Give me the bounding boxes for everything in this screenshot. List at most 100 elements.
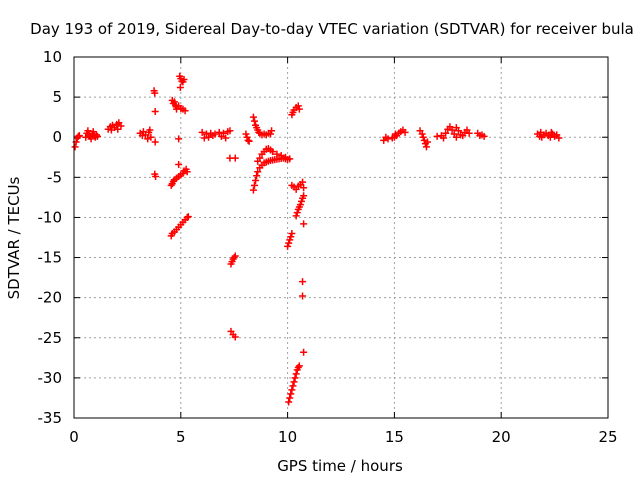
data-point [200,134,208,142]
data-point [253,172,261,180]
data-point [84,127,92,135]
data-point [448,126,456,134]
data-point [175,160,183,168]
data-point [107,126,115,134]
data-point [181,107,189,115]
data-point [268,127,276,135]
plot-frame [73,56,609,419]
data-point [217,132,225,140]
data-point [391,130,399,138]
y-tick-labels: 10 5 0 -5 -10 -15 -20 -25 -30 -35 [38,48,63,427]
data-point [295,362,303,370]
data-point [292,212,300,220]
data-point [480,132,488,140]
data-point [547,128,555,136]
data-point [231,333,239,341]
data-point [284,242,292,250]
data-point [293,209,301,217]
data-point [170,98,178,106]
y-tick-label: -30 [38,369,63,387]
y-tick-label: 5 [52,88,62,106]
data-point [288,386,296,394]
y-tick-label: -20 [38,289,63,307]
data-point [146,126,154,134]
data-point [555,134,563,142]
data-point [295,105,303,113]
data-point [299,278,307,286]
data-point [183,168,191,176]
data-point [452,133,460,141]
data-point [269,148,277,156]
data-point [296,201,304,209]
data-point [211,130,219,138]
data-point [294,102,302,110]
data-point [175,135,183,143]
data-point [252,177,260,185]
data-point [297,197,305,205]
data-point [89,128,97,136]
data-point [226,127,234,135]
data-point [152,173,160,181]
y-tick-label: 10 [43,48,62,66]
data-point [184,213,192,221]
data-point [147,133,155,141]
data-point [290,378,298,386]
data-point [300,220,308,228]
x-tick-label: 25 [598,428,617,446]
data-point [281,153,289,161]
data-point [287,233,295,241]
data-point [267,130,275,138]
data-point [422,143,430,151]
x-tick-label: 20 [492,428,511,446]
data-point [442,129,450,137]
data-point [418,130,426,138]
data-point [401,128,409,136]
data-point [289,382,297,390]
data-point [286,236,294,244]
data-point [440,134,448,142]
data-point [299,292,307,300]
x-tick-label: 0 [69,428,79,446]
data-point [151,89,159,97]
data-point [244,136,252,144]
data-point [243,133,251,141]
data-point [424,138,432,146]
data-point [285,239,293,247]
data-point [231,154,239,162]
data-point [382,133,390,141]
data-point [288,229,296,237]
x-tick-label: 5 [176,428,186,446]
data-point [465,129,473,137]
data-point [291,374,299,382]
data-point [285,398,293,406]
data-point [454,127,462,135]
data-point [537,128,545,136]
data-point [151,108,159,116]
x-tick-labels: 0 5 10 15 20 25 [69,428,617,446]
data-point [117,122,125,130]
data-point [300,348,308,356]
data-point [215,128,223,136]
data-point [273,150,281,158]
data-points [71,72,563,406]
data-point [151,138,159,146]
data-point [198,128,206,136]
data-point [250,181,258,189]
x-tick-label: 15 [385,428,404,446]
data-point [286,155,294,163]
data-point [254,168,262,176]
data-point [249,113,257,121]
data-point [138,132,146,140]
data-point [256,154,264,162]
y-tick-label: -25 [38,329,63,347]
y-tick-label: -5 [47,168,62,186]
data-point [231,252,239,260]
data-point [249,186,257,194]
data-point [176,83,184,91]
y-tick-label: -15 [38,249,63,267]
data-point [420,136,428,144]
data-point [250,117,258,125]
data-point [287,390,295,398]
data-point [419,133,427,141]
